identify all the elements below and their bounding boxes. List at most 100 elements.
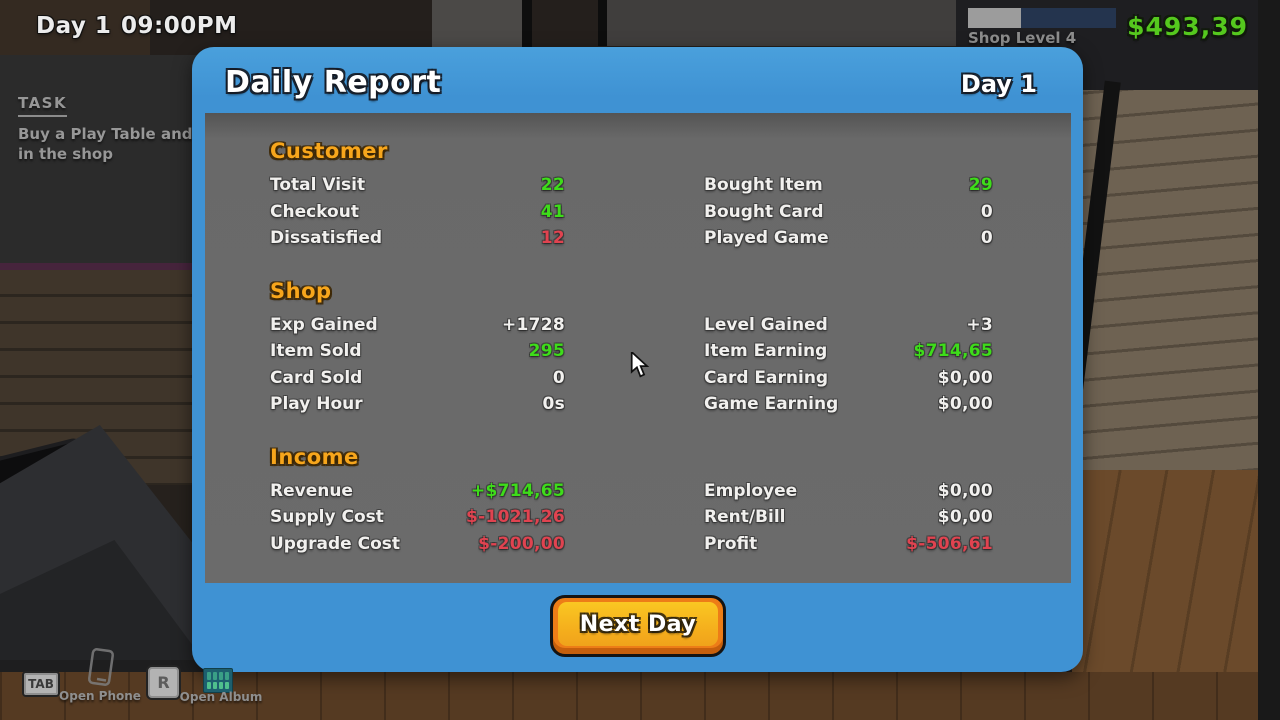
next-day-button[interactable]: Next Day: [550, 595, 726, 657]
shop-stats: Exp Gained +1728 Item Sold 295 Card Sold…: [270, 315, 1071, 421]
hud-day-counter: Day 1: [36, 13, 112, 39]
stat-label: Exp Gained: [270, 314, 378, 335]
stat-row: Played Game 0: [704, 228, 993, 255]
stat-value: $-506,61: [906, 533, 993, 554]
shop-level-label: Shop Level 4: [968, 29, 1077, 47]
task-line: in the shop: [18, 145, 113, 163]
stats-column: Total Visit 22 Checkout 41 Dissatisfied …: [270, 175, 565, 255]
stat-value: $714,65: [913, 341, 993, 361]
stat-value: 0s: [542, 394, 565, 414]
stat-row: Employee $0,00: [704, 481, 993, 508]
tab-keycap: TAB: [22, 671, 60, 697]
report-panel: Customer Total Visit 22 Checkout 41 Diss…: [205, 113, 1071, 583]
stats-column: Revenue +$714,65 Supply Cost $-1021,26 U…: [270, 481, 565, 561]
stat-value: $0,00: [937, 367, 993, 388]
stat-row: Card Earning $0,00: [704, 368, 993, 395]
stat-label: Total Visit: [270, 175, 366, 195]
stat-label: Employee: [704, 480, 798, 501]
stat-value: 41: [540, 201, 565, 222]
stat-value: $0,00: [937, 480, 993, 501]
stat-value: 0: [980, 201, 993, 222]
stat-value: 0: [980, 228, 993, 248]
stat-value: +1728: [501, 314, 565, 335]
stat-row: Revenue +$714,65: [270, 481, 565, 508]
stat-row: Item Sold 295: [270, 341, 565, 368]
stat-label: Bought Item: [704, 175, 823, 195]
stat-row: Rent/Bill $0,00: [704, 507, 993, 534]
stat-value: $-1021,26: [465, 507, 565, 527]
dialog-title: Daily Report: [225, 65, 442, 100]
stat-row: Checkout 41: [270, 202, 565, 229]
stat-value: 29: [968, 175, 993, 195]
album-icon[interactable]: [203, 668, 233, 693]
stat-label: Profit: [704, 533, 758, 554]
stat-value: +3: [966, 314, 993, 335]
stat-row: Profit $-506,61: [704, 534, 993, 561]
customer-stats: Total Visit 22 Checkout 41 Dissatisfied …: [270, 175, 1071, 255]
cursor-icon: [630, 350, 652, 382]
stat-label: Game Earning: [704, 394, 839, 414]
next-day-button-label: Next Day: [579, 611, 697, 637]
stat-label: Rent/Bill: [704, 507, 786, 527]
open-phone-label[interactable]: Open Phone: [59, 689, 141, 703]
section-title-income: Income: [270, 444, 359, 469]
stat-row: Exp Gained +1728: [270, 315, 565, 342]
phone-icon[interactable]: [82, 646, 120, 694]
stats-column: Exp Gained +1728 Item Sold 295 Card Sold…: [270, 315, 565, 421]
stat-value: 295: [528, 341, 565, 361]
stats-column: Level Gained +3 Item Earning $714,65 Car…: [704, 315, 993, 421]
stat-label: Level Gained: [704, 314, 828, 335]
stats-column: Employee $0,00 Rent/Bill $0,00 Profit $-…: [704, 481, 993, 561]
shop-level-progressbar: [968, 8, 1116, 28]
next-day-button-face: Next Day: [558, 602, 718, 646]
stat-label: Bought Card: [704, 201, 824, 222]
stat-value: 22: [540, 175, 565, 195]
task-title: TASK: [18, 94, 68, 117]
stat-label: Card Earning: [704, 367, 829, 388]
bg-wall-trim: [0, 263, 208, 270]
stat-row: Dissatisfied 12: [270, 228, 565, 255]
stat-label: Supply Cost: [270, 507, 384, 527]
stat-label: Item Sold: [270, 341, 362, 361]
section-title-customer: Customer: [270, 139, 388, 163]
stat-label: Card Sold: [270, 367, 363, 388]
stat-row: Card Sold 0: [270, 368, 565, 395]
dialog-day-badge: Day 1: [960, 70, 1037, 98]
stat-value: $0,00: [937, 394, 993, 414]
stat-row: Game Earning $0,00: [704, 394, 993, 421]
stat-value: 0: [552, 367, 565, 388]
open-album-label[interactable]: Open Album: [179, 690, 263, 704]
stat-row: Item Earning $714,65: [704, 341, 993, 368]
hud-clock: 09:00PM: [121, 13, 238, 39]
stat-value: $0,00: [937, 507, 993, 527]
stat-row: Bought Card 0: [704, 202, 993, 229]
stat-value: 12: [540, 228, 565, 248]
task-line: Buy a Play Table and: [18, 125, 193, 143]
stat-label: Upgrade Cost: [270, 533, 401, 554]
bg-right-edge: [1258, 0, 1280, 720]
stat-label: Checkout: [270, 201, 359, 222]
section-title-shop: Shop: [270, 278, 332, 303]
r-keycap: R: [146, 665, 181, 700]
bg-ceiling-box: [598, 0, 956, 46]
stat-label: Item Earning: [704, 341, 828, 361]
stats-column: Bought Item 29 Bought Card 0 Played Game…: [704, 175, 993, 255]
stat-row: Upgrade Cost $-200,00: [270, 534, 565, 561]
money-counter: $493,39: [1127, 12, 1248, 41]
stat-label: Revenue: [270, 480, 353, 501]
stat-value: +$714,65: [470, 480, 565, 501]
stat-value: $-200,00: [478, 533, 565, 554]
income-stats: Revenue +$714,65 Supply Cost $-1021,26 U…: [270, 481, 1071, 561]
stat-label: Dissatisfied: [270, 228, 383, 248]
stat-label: Played Game: [704, 228, 829, 248]
shop-level-progress-fill: [968, 8, 1022, 28]
stat-row: Play Hour 0s: [270, 394, 565, 421]
bg-ceiling-brown: [0, 0, 150, 55]
stat-label: Play Hour: [270, 394, 363, 414]
stat-row: Supply Cost $-1021,26: [270, 507, 565, 534]
task-description: Buy a Play Table and in the shop: [18, 124, 193, 164]
bg-ceiling-box: [432, 0, 532, 51]
stat-row: Bought Item 29: [704, 175, 993, 202]
stat-row: Total Visit 22: [270, 175, 565, 202]
